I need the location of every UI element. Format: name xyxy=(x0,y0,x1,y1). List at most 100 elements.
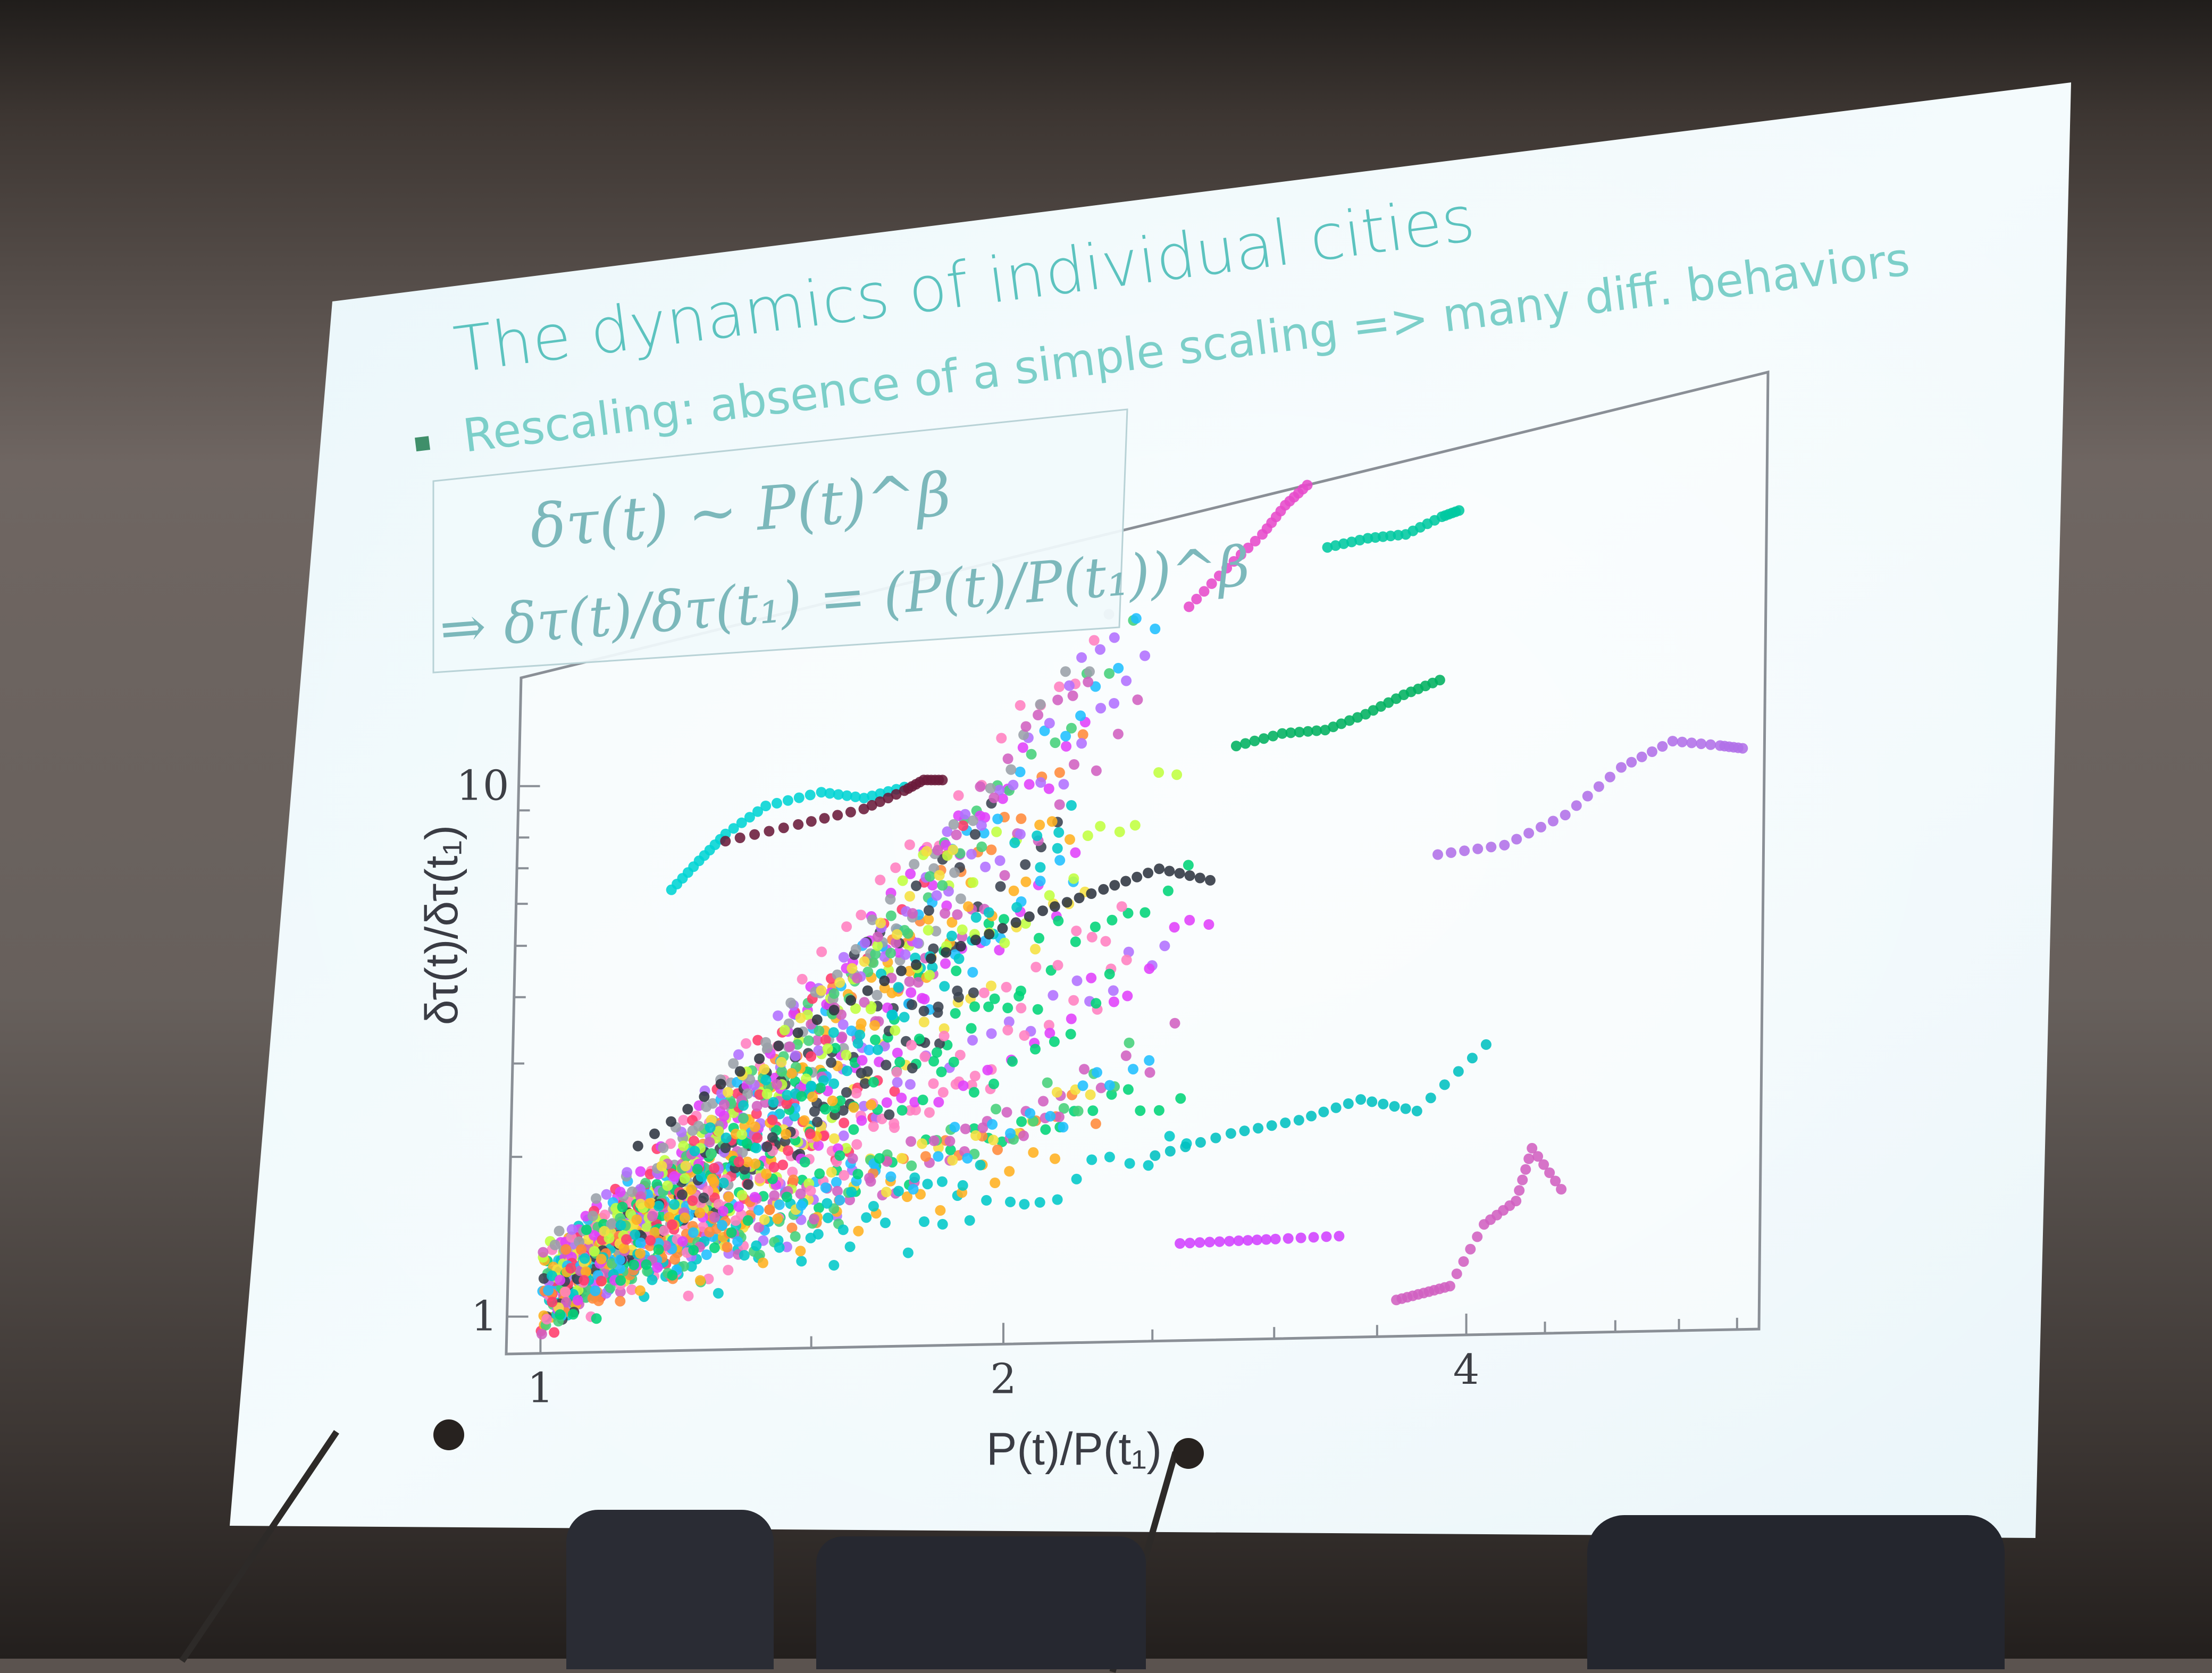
data-point xyxy=(1085,1089,1096,1100)
data-point xyxy=(653,1200,664,1212)
data-point xyxy=(976,820,987,831)
data-point xyxy=(688,1245,699,1256)
data-point xyxy=(1159,940,1170,952)
data-point xyxy=(738,1113,749,1124)
data-point xyxy=(933,1097,944,1108)
data-point xyxy=(596,1254,607,1265)
data-point xyxy=(806,1051,817,1062)
data-point xyxy=(969,1001,980,1012)
data-point xyxy=(1593,781,1604,792)
data-point xyxy=(1139,907,1151,918)
data-point xyxy=(924,1107,935,1118)
data-point xyxy=(936,1176,948,1187)
data-point xyxy=(918,1016,929,1028)
data-point xyxy=(717,1220,728,1231)
data-point xyxy=(565,1263,576,1274)
data-point xyxy=(1228,556,1239,567)
data-point xyxy=(734,1066,745,1077)
data-point xyxy=(635,1191,646,1202)
data-point xyxy=(989,993,1000,1004)
data-point xyxy=(722,1241,733,1252)
data-point xyxy=(902,1191,912,1203)
data-point xyxy=(868,1201,879,1212)
data-point xyxy=(939,1030,950,1041)
data-point xyxy=(1095,703,1107,714)
data-point xyxy=(719,1099,730,1110)
data-point xyxy=(1109,880,1120,891)
data-point xyxy=(1018,1130,1029,1141)
data-point xyxy=(875,788,886,799)
data-point xyxy=(806,1080,817,1091)
data-point xyxy=(1001,1107,1012,1118)
data-point xyxy=(845,806,856,818)
data-point xyxy=(1184,1238,1195,1249)
data-point xyxy=(1322,542,1333,553)
x-tick-label: 2 xyxy=(990,1355,1017,1403)
data-point xyxy=(1095,821,1106,832)
data-point xyxy=(837,1224,849,1235)
data-point xyxy=(884,1109,895,1120)
data-point xyxy=(872,931,883,943)
data-point xyxy=(828,1027,839,1038)
data-point xyxy=(1013,990,1025,1002)
data-point xyxy=(1514,1185,1525,1196)
data-point xyxy=(1480,1039,1492,1050)
data-point xyxy=(772,1213,783,1224)
data-point xyxy=(704,1137,715,1148)
data-point xyxy=(957,924,968,935)
data-point xyxy=(686,1184,697,1195)
data-point xyxy=(733,1049,744,1060)
data-point xyxy=(669,1171,680,1182)
data-point xyxy=(919,994,930,1005)
data-point xyxy=(656,1161,667,1172)
data-point xyxy=(687,1195,698,1206)
data-point xyxy=(853,1225,864,1237)
data-point xyxy=(816,985,827,996)
data-point xyxy=(741,1038,751,1049)
data-point xyxy=(978,987,990,998)
formula-box-background xyxy=(432,408,1128,674)
data-point xyxy=(1343,1098,1354,1109)
data-point xyxy=(1050,737,1061,749)
data-point xyxy=(795,1188,806,1199)
data-point xyxy=(987,1119,998,1130)
data-point xyxy=(904,965,915,977)
x-tick-label: 1 xyxy=(527,1365,554,1413)
data-point xyxy=(1252,1234,1263,1246)
data-point xyxy=(905,868,916,879)
data-point xyxy=(937,775,948,786)
data-point xyxy=(736,1190,748,1201)
data-point xyxy=(581,1224,592,1235)
data-point xyxy=(927,880,938,891)
data-point xyxy=(796,1091,807,1102)
data-point xyxy=(906,1040,917,1050)
data-point xyxy=(919,1216,929,1227)
data-point xyxy=(799,1115,810,1126)
data-point xyxy=(649,1128,660,1139)
data-point xyxy=(983,907,994,918)
data-point xyxy=(906,1160,917,1171)
data-point xyxy=(781,1129,791,1140)
data-point xyxy=(554,1225,565,1237)
data-point xyxy=(666,1116,677,1127)
data-point xyxy=(1144,1067,1155,1078)
data-point xyxy=(1122,990,1133,1002)
y-axis-label: δτ(t)/δτ(t₁) xyxy=(416,825,467,1025)
data-point xyxy=(814,1025,825,1037)
data-point xyxy=(996,733,1007,744)
data-point xyxy=(589,1230,599,1241)
data-point xyxy=(782,795,793,806)
data-point xyxy=(626,1284,638,1295)
data-point xyxy=(1061,741,1072,752)
data-point xyxy=(997,793,1008,804)
data-point xyxy=(1352,712,1363,723)
data-point xyxy=(776,1057,787,1067)
data-point xyxy=(892,1047,903,1058)
data-point xyxy=(1344,715,1355,726)
data-point xyxy=(879,976,890,986)
data-point xyxy=(1199,586,1210,597)
data-point xyxy=(894,1056,906,1067)
data-point xyxy=(982,1064,993,1075)
data-point xyxy=(893,1186,904,1197)
data-point xyxy=(1058,1122,1069,1133)
